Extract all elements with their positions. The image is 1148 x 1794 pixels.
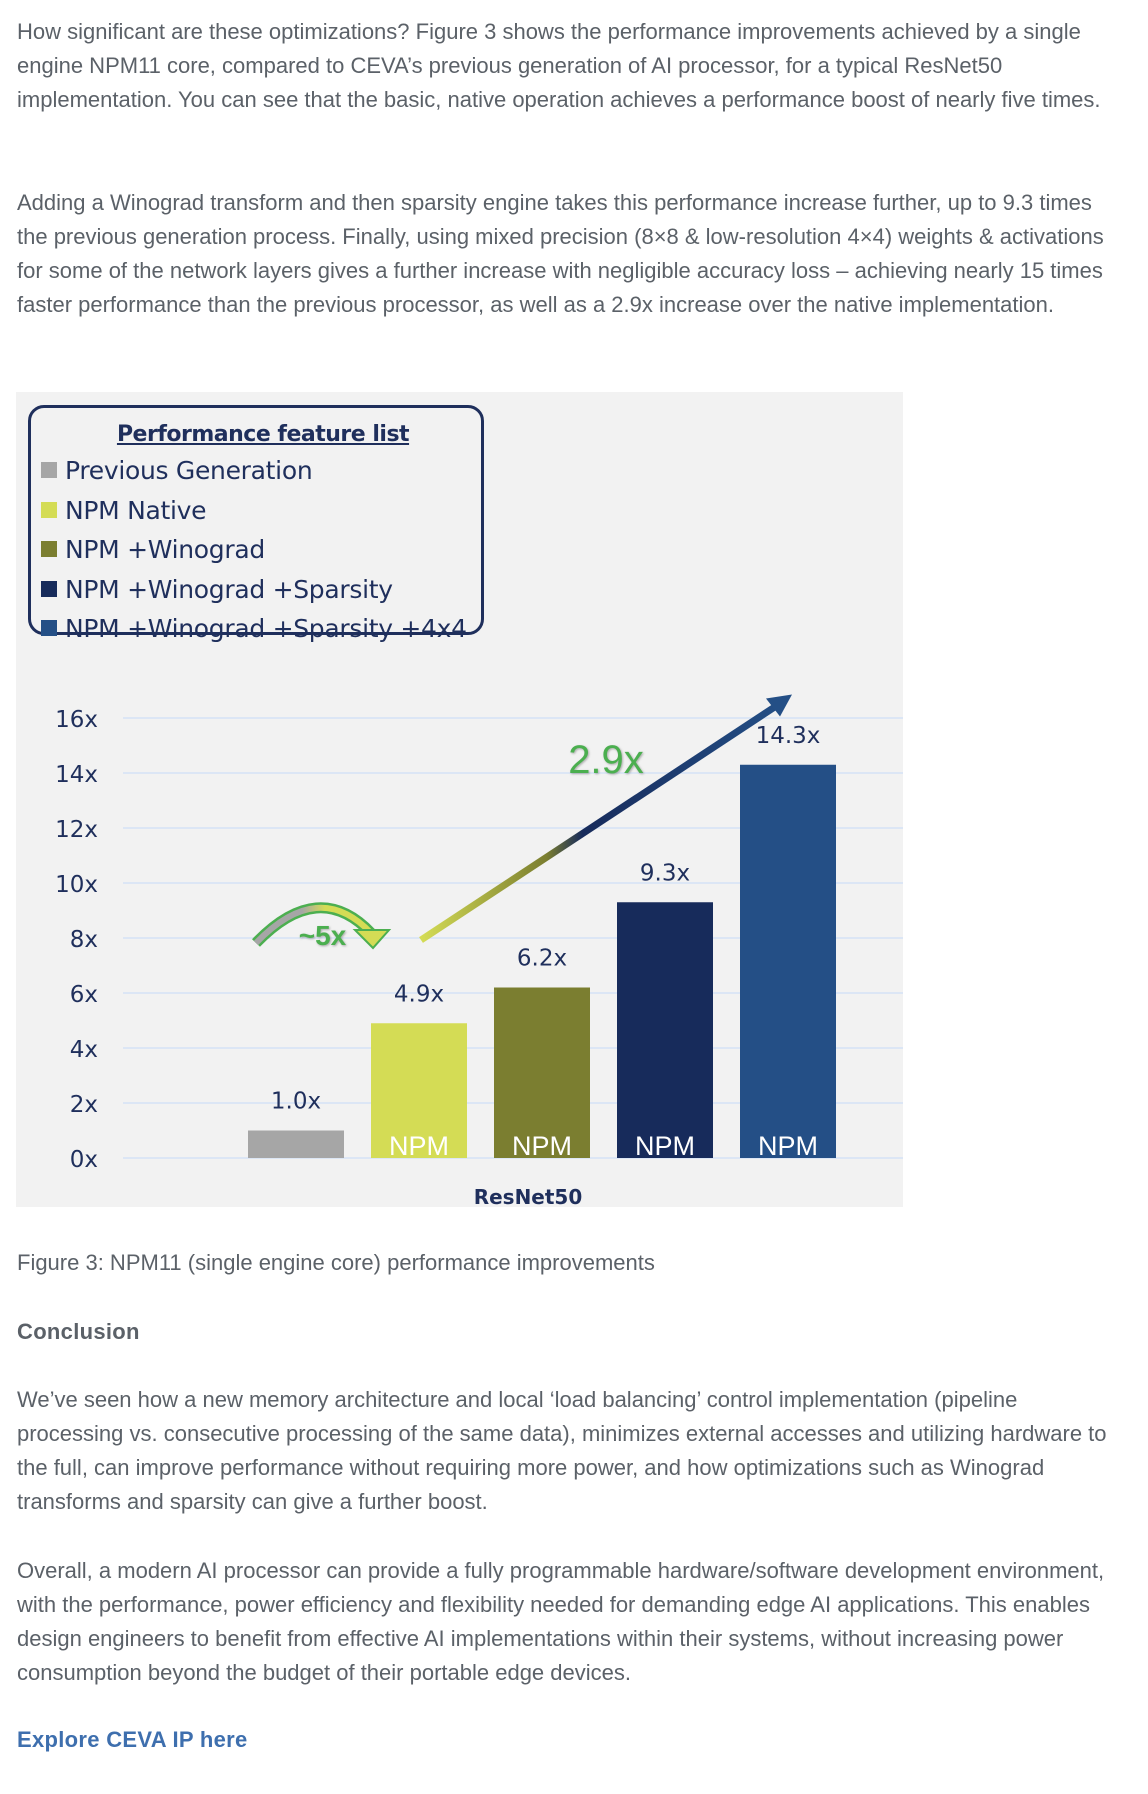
legend-label: NPM +Winograd [65, 534, 265, 564]
legend-item-npm-native: NPM Native [41, 492, 207, 528]
y-tick-label: 8x [70, 927, 98, 953]
y-tick-label: 10x [55, 872, 98, 898]
figure-caption: Figure 3: NPM11 (single engine core) per… [17, 1250, 655, 1275]
legend-swatch [41, 620, 57, 636]
y-tick-label: 16x [55, 707, 98, 733]
legend-swatch [41, 541, 57, 557]
legend-item-previous-generation: Previous Generation [41, 452, 313, 488]
annotation-2-9x-label: 2.9x [568, 738, 644, 782]
y-axis-ticks: 0x 2x 4x 6x 8x 10x 12x 14x 16x [55, 707, 98, 1173]
legend-item-npm-winograd-sparsity: NPM +Winograd +Sparsity [41, 571, 393, 607]
bar-inner-label: NPM [389, 1131, 449, 1161]
straight-arrow-body [419, 700, 782, 943]
data-label: 4.9x [394, 981, 444, 1007]
legend-swatch [41, 462, 57, 478]
legend-item-npm-winograd: NPM +Winograd [41, 531, 265, 567]
annotations: ~5x 2.9x [252, 694, 792, 951]
curved-arrow-head [352, 929, 392, 950]
y-tick-label: 2x [70, 1092, 98, 1118]
y-tick-label: 6x [70, 982, 98, 1008]
legend-title: Performance feature list [116, 422, 410, 447]
conclusion-heading: Conclusion [17, 1319, 140, 1344]
legend-label: Previous Generation [65, 455, 313, 485]
explore-ceva-ip-link[interactable]: Explore CEVA IP here [17, 1727, 248, 1752]
bar [494, 987, 590, 1158]
data-label: 6.2x [517, 946, 567, 972]
chart-legend: Performance feature list Previous Genera… [28, 405, 484, 643]
legend-label: NPM +Winograd +Sparsity [65, 574, 393, 604]
performance-bar-chart: 0x 2x 4x 6x 8x 10x 12x 14x 16x 1.0x 4.9x NPM 6.2x NP… [55, 694, 903, 1207]
data-label: 9.3x [640, 860, 690, 886]
legend-swatch [41, 502, 57, 518]
bar-inner-label: NPM [635, 1131, 695, 1161]
bar-inner-label: NPM [758, 1131, 818, 1161]
bar [617, 902, 713, 1158]
performance-chart-figure: 0x 2x 4x 6x 8x 10x 12x 14x 16x 1.0x 4.9x NPM 6.2x NP… [16, 392, 903, 1207]
y-tick-label: 14x [55, 762, 98, 788]
bar-inner-label: NPM [512, 1131, 572, 1161]
winograd-paragraph: Adding a Winograd transform and then spa… [17, 190, 1104, 317]
y-tick-label: 0x [70, 1147, 98, 1173]
bars: 1.0x 4.9x NPM 6.2x NPM 9.3x NPM 14.3x NPM [248, 723, 836, 1161]
conclusion-paragraph-2: Overall, a modern AI processor can provi… [17, 1558, 1105, 1685]
data-label: 14.3x [756, 723, 821, 749]
bar [371, 1023, 467, 1158]
annotation-5x-label: ~5x [299, 920, 347, 951]
bar [248, 1130, 344, 1158]
y-tick-label: 4x [70, 1037, 98, 1063]
legend-swatch [41, 581, 57, 597]
intro-paragraph: How significant are these optimizations?… [17, 19, 1101, 112]
legend-item-npm-winograd-sparsity-4x4: NPM +Winograd +Sparsity +4x4 [41, 610, 467, 646]
x-axis-label: ResNet50 [474, 1185, 583, 1207]
conclusion-paragraph-1: We’ve seen how a new memory architecture… [17, 1387, 1107, 1514]
legend-label: NPM Native [65, 495, 207, 525]
straight-arrow-head [766, 694, 792, 717]
y-tick-label: 12x [55, 817, 98, 843]
curved-arrow-body [253, 904, 374, 946]
bar [740, 764, 836, 1158]
legend-label: NPM +Winograd +Sparsity +4x4 [65, 613, 467, 643]
data-label: 1.0x [271, 1089, 321, 1115]
